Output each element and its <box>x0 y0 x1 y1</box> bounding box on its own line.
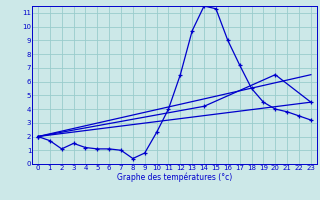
X-axis label: Graphe des températures (°c): Graphe des températures (°c) <box>117 172 232 182</box>
